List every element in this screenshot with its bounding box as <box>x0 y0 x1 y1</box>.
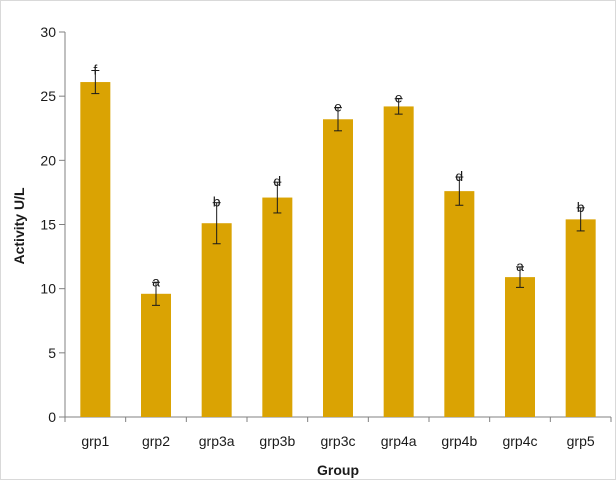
y-axis: 0 5 10 15 20 25 30 <box>40 24 66 425</box>
y-tick-label: 0 <box>48 409 56 425</box>
x-tick-label-grp2: grp2 <box>142 433 170 449</box>
significance-label-grp1: f <box>93 62 97 78</box>
error-bar-grp5 <box>576 207 585 232</box>
y-axis-title: Activity U/L <box>11 187 27 264</box>
x-tick-label-grp4b: grp4b <box>441 433 477 449</box>
x-tick-label-grp3a: grp3a <box>199 433 235 449</box>
y-tick-label: 15 <box>40 217 56 233</box>
bar-grp2 <box>141 293 171 417</box>
y-tick-label: 30 <box>40 24 56 40</box>
error-bar-grp4a <box>394 98 403 115</box>
significance-labels: f a b d e e d a b <box>93 62 584 290</box>
significance-label-grp2: a <box>152 273 160 289</box>
bar-grp4b <box>444 191 475 417</box>
bar-grp1 <box>80 82 111 418</box>
bar-grp4a <box>383 106 414 417</box>
bars <box>80 82 596 418</box>
y-tick-label: 10 <box>40 281 56 297</box>
x-axis: grp1 grp2 grp3a grp3b grp3c grp4a grp4b grp4c gr… <box>64 416 612 449</box>
error-bars <box>91 70 585 306</box>
y-tick-label: 20 <box>40 152 56 168</box>
x-tick-label-grp4c: grp4c <box>502 433 537 449</box>
significance-label-grp3b: d <box>273 173 281 189</box>
x-tick-label-grp5: grp5 <box>567 433 595 449</box>
bar-grp5 <box>565 219 596 417</box>
error-bar-grp1 <box>91 70 100 95</box>
error-bar-grp2 <box>152 281 160 306</box>
error-bar-grp4b <box>455 176 464 206</box>
significance-label-grp4b: d <box>455 168 463 184</box>
significance-label-grp4a: e <box>395 90 403 106</box>
bar-grp3b <box>262 197 293 417</box>
x-axis-title: Group <box>317 462 359 478</box>
x-tick-label-grp3b: grp3b <box>259 433 295 449</box>
bar-grp3c <box>323 119 353 418</box>
x-tick-label-grp1: grp1 <box>81 433 109 449</box>
error-bar-grp3a <box>212 202 221 245</box>
x-tick-label-grp3c: grp3c <box>320 433 355 449</box>
bar-grp3a <box>201 223 232 417</box>
error-bar-grp3b <box>273 181 282 214</box>
bar-grp4c <box>505 277 535 417</box>
x-tick-label-grp4a: grp4a <box>381 433 417 449</box>
error-bar-grp3c <box>334 107 342 132</box>
y-tick-label: 5 <box>48 345 56 361</box>
significance-label-grp3a: b <box>213 194 221 210</box>
significance-label-grp3c: e <box>334 99 342 115</box>
error-bar-grp4c <box>516 266 524 288</box>
significance-label-grp4c: a <box>516 258 524 274</box>
y-tick-label: 25 <box>40 88 56 104</box>
significance-label-grp5: b <box>577 199 585 215</box>
